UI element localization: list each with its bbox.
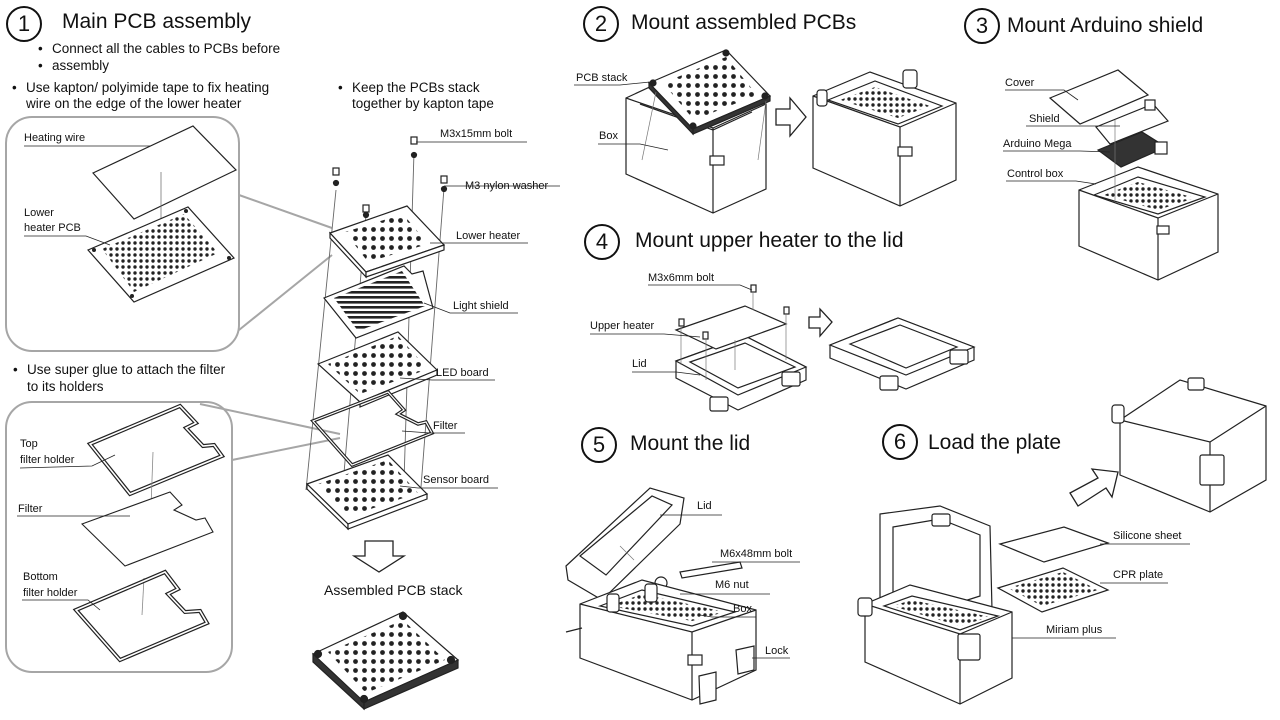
step-title-1: Main PCB assembly bbox=[62, 10, 252, 33]
right-arrow-icon bbox=[808, 307, 833, 338]
label-light-shield: Light shield bbox=[453, 300, 509, 312]
label-led-board: LED board bbox=[436, 367, 489, 379]
label-m6-nut: M6 nut bbox=[715, 579, 749, 591]
control-box-exploded bbox=[1048, 69, 1219, 281]
bolts bbox=[332, 136, 448, 219]
label-upper-heater: Upper heater bbox=[590, 320, 655, 332]
label-lid-step4: Lid bbox=[632, 358, 647, 370]
label-lower-heater: Lower heater bbox=[456, 230, 521, 242]
label-filter-zoom: Filter bbox=[18, 503, 43, 515]
step-title-2: Mount assembled PCBs bbox=[631, 11, 857, 34]
label-bottom-filter-holder: Bottom bbox=[23, 571, 58, 583]
label-m3-nylon-washer: M3 nylon washer bbox=[465, 180, 549, 192]
assembled-pcb-stack bbox=[311, 611, 460, 711]
label-shield: Shield bbox=[1029, 113, 1060, 125]
step-number-3: 3 bbox=[964, 8, 1000, 44]
label-bottom-filter-holder-line2: filter holder bbox=[23, 587, 78, 599]
box-with-pcb-stack bbox=[625, 49, 772, 214]
step-number-5: 5 bbox=[581, 427, 617, 463]
label-control-box: Control box bbox=[1007, 168, 1064, 180]
step-number-2: 2 bbox=[583, 6, 619, 42]
label-lock: Lock bbox=[765, 645, 789, 657]
label-assembled-pcb-stack: Assembled PCB stack bbox=[324, 582, 463, 598]
label-miriam-plus: Miriam plus bbox=[1046, 624, 1103, 636]
lid-mounted-heater bbox=[828, 317, 976, 391]
note-kapton-line2: wire on the edge of the lower heater bbox=[26, 96, 242, 111]
note-glue: Use super glue to attach the filter bbox=[13, 361, 225, 378]
zoom-box-filter bbox=[5, 401, 341, 673]
leader-lines-step4 bbox=[590, 284, 753, 376]
note-kapton: Use kapton/ polyimide tape to fix heatin… bbox=[12, 79, 269, 96]
box-closed bbox=[1111, 377, 1267, 513]
step-title-4: Mount upper heater to the lid bbox=[635, 229, 904, 252]
label-lower-heater-pcb: Lower bbox=[24, 207, 54, 219]
note-stack: Keep the PCBs stack bbox=[338, 79, 480, 96]
label-top-filter-holder: Top bbox=[20, 438, 38, 450]
note-stack-line2: together by kapton tape bbox=[352, 96, 494, 111]
leader-lines-step3 bbox=[1003, 89, 1120, 185]
box-lid-exploded bbox=[565, 487, 757, 705]
leader-lines-step2 bbox=[574, 81, 669, 151]
note-cables-line2: assembly bbox=[52, 58, 110, 73]
label-m6x48-bolt: M6x48mm bolt bbox=[720, 548, 793, 560]
label-heating-wire: Heating wire bbox=[24, 132, 86, 144]
label-sensor-board: Sensor board bbox=[423, 474, 490, 486]
note-cables: Connect all the cables to PCBs before bbox=[38, 40, 280, 57]
label-lower-heater-pcb-line2: heater PCB bbox=[24, 222, 81, 234]
label-cover: Cover bbox=[1005, 77, 1035, 89]
step-title-3: Mount Arduino shield bbox=[1007, 14, 1204, 37]
note-cables-cont: assembly bbox=[38, 57, 110, 74]
label-cpr-plate: CPR plate bbox=[1113, 569, 1164, 581]
leader-lines-step5 bbox=[660, 514, 800, 659]
diagonal-arrow-icon bbox=[1069, 468, 1119, 507]
step-title-6: Load the plate bbox=[928, 431, 1062, 454]
down-arrow-icon bbox=[351, 540, 407, 573]
step-title-5: Mount the lid bbox=[630, 432, 751, 455]
label-box-step5: Box bbox=[733, 603, 752, 615]
box-open-with-plate bbox=[857, 505, 1110, 705]
label-arduino-mega: Arduino Mega bbox=[1003, 138, 1072, 150]
label-box-step2: Box bbox=[599, 130, 618, 142]
step-number-6: 6 bbox=[882, 424, 918, 460]
label-top-filter-holder-line2: filter holder bbox=[20, 454, 75, 466]
step-number-4: 4 bbox=[584, 224, 620, 260]
right-arrow-icon bbox=[775, 96, 807, 138]
box-pcb-mounted bbox=[812, 69, 957, 207]
label-lid-step5: Lid bbox=[697, 500, 712, 512]
leader-lines-step1 bbox=[17, 141, 560, 611]
step-number-1: 1 bbox=[6, 6, 42, 42]
note-glue-line2: to its holders bbox=[27, 379, 104, 394]
exploded-pcb-stack bbox=[305, 136, 448, 531]
lid-with-upper-heater bbox=[674, 284, 808, 412]
label-silicone-sheet: Silicone sheet bbox=[1113, 530, 1182, 542]
zoom-box-lower-heater bbox=[5, 116, 333, 352]
leader-lines-step6 bbox=[1012, 543, 1190, 639]
label-m3x6-bolt: M3x6mm bolt bbox=[648, 272, 715, 284]
label-filter: Filter bbox=[433, 420, 458, 432]
label-m3x15-bolt: M3x15mm bolt bbox=[440, 128, 513, 140]
label-pcb-stack: PCB stack bbox=[576, 72, 628, 84]
